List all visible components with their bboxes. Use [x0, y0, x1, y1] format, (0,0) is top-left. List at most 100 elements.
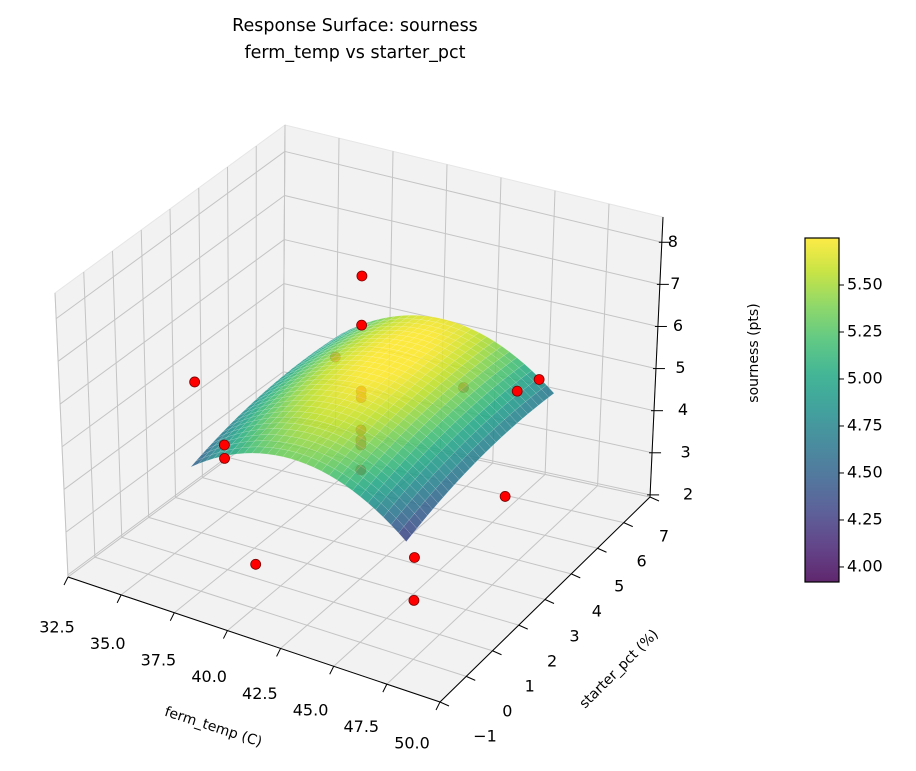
back-gridline-x	[597, 203, 610, 486]
x-tick-mark	[276, 648, 282, 657]
colorbar-tick-label: 4.25	[847, 509, 883, 528]
x-tick-mark	[169, 612, 175, 621]
left-gridline-y	[198, 187, 203, 478]
x-tick-label: 35.0	[90, 634, 126, 653]
left-gridline-z	[57, 195, 285, 362]
data-point	[511, 385, 523, 397]
x-tick-label: 50.0	[394, 734, 430, 753]
colorbar-tick-label: 4.50	[847, 462, 883, 481]
y-tick-label: 5	[614, 577, 624, 596]
y-tick-mark	[544, 599, 555, 604]
x-tick-label: 45.0	[293, 700, 329, 719]
surface-patch	[541, 384, 555, 398]
y-tick-label: 2	[547, 652, 557, 671]
colorbar-tick-label: 4.75	[847, 415, 883, 434]
y-tick-mark	[571, 573, 581, 579]
left-gridline-y	[169, 208, 176, 498]
surface-patch	[414, 506, 428, 523]
surface-patch	[398, 526, 412, 543]
data-point	[409, 552, 420, 563]
z-tick-label: 4	[678, 400, 688, 419]
data-point	[356, 270, 368, 282]
surface-patch	[509, 410, 523, 424]
x-tick-mark	[329, 666, 335, 675]
y-tick-mark	[466, 675, 476, 681]
x-tick-label: 42.5	[242, 684, 278, 703]
surface-patch	[424, 494, 439, 510]
data-point	[250, 558, 262, 570]
colorbar-tick-label: 4.00	[847, 556, 883, 575]
surface-patch	[461, 454, 476, 469]
surface-patch	[440, 476, 455, 492]
colorbar-tick-label: 5.25	[847, 321, 883, 340]
left-gridline-y	[112, 250, 123, 538]
floor-gridline-y	[202, 477, 572, 575]
colorbar-ticks: 4.00 4.25 4.50 4.75 5.00 5.25 5.50	[839, 274, 883, 575]
colorbar-tick-label: 5.50	[847, 274, 883, 293]
y-tick-label: 0	[502, 702, 512, 721]
floor-gridline-y	[121, 536, 493, 652]
surface-patch	[504, 414, 518, 429]
left-gridline-y	[54, 292, 69, 578]
z-tick-label: 2	[683, 484, 693, 503]
left-gridline-z	[63, 327, 284, 490]
surface-patch	[493, 423, 508, 438]
z-tick-label: 6	[673, 316, 683, 335]
floor-gridline-y	[148, 516, 519, 626]
y-axis-label: starter_pct (%)	[576, 626, 661, 711]
data-point	[356, 319, 368, 331]
data-point	[533, 374, 545, 385]
y-tick-mark	[649, 496, 660, 502]
axis-lines	[63, 216, 671, 711]
y-tick-label: 1	[525, 677, 535, 696]
z-tick-label: 3	[680, 442, 690, 461]
data-point	[219, 452, 230, 464]
x-axis-line	[67, 576, 441, 703]
left-gridline-z	[59, 239, 285, 405]
y-tick-mark	[623, 522, 633, 528]
tick-labels: 32.535.037.540.042.545.047.550.0 −1012345…	[39, 232, 693, 753]
x-tick-mark	[63, 576, 69, 586]
surface-patch	[488, 428, 502, 443]
y-tick-mark	[492, 650, 502, 656]
chart-subtitle: ferm_temp vs starter_pct	[244, 43, 465, 63]
data-point	[499, 491, 511, 502]
y-tick-label: 3	[569, 627, 579, 646]
back-gridline-z	[284, 150, 662, 243]
data-point	[218, 439, 230, 451]
y-tick-label: −1	[473, 727, 497, 746]
x-tick-mark	[222, 630, 228, 639]
points-front	[189, 270, 545, 606]
surface-patch	[408, 513, 423, 529]
left-gridline-y	[83, 271, 96, 558]
x-tick-mark	[116, 594, 122, 604]
back-gridline-z	[284, 195, 660, 285]
left-gridline-z	[61, 283, 285, 448]
y-tick-mark	[597, 547, 607, 553]
data-point	[189, 376, 201, 388]
x-tick-mark	[382, 683, 388, 693]
x-tick-label: 47.5	[343, 717, 379, 736]
y-tick-mark	[518, 624, 528, 630]
back-gridline-z	[283, 283, 657, 370]
surface-patch	[472, 443, 486, 459]
z-tick-label: 8	[668, 232, 678, 251]
left-gridline-y	[282, 124, 286, 419]
floor-gridline-y	[94, 556, 467, 677]
z-axis-line	[649, 216, 664, 498]
chart-title: Response Surface: sourness	[232, 16, 478, 36]
z-axis-label: sourness (pts)	[746, 303, 762, 402]
floor-gridline-y	[175, 497, 546, 600]
back-gridline-z	[284, 239, 659, 327]
x-tick-label: 32.5	[39, 618, 75, 637]
left-gridline-y	[140, 229, 150, 518]
y-tick-label: 4	[592, 602, 602, 621]
x-tick-label: 37.5	[141, 651, 177, 670]
left-gridline-z	[65, 371, 284, 533]
z-tick-label: 7	[670, 274, 680, 293]
z-tick-label: 5	[675, 358, 685, 377]
colorbar-tick-label: 5.00	[847, 368, 883, 387]
y-tick-mark	[439, 701, 450, 707]
back-gridline-x	[544, 190, 556, 475]
